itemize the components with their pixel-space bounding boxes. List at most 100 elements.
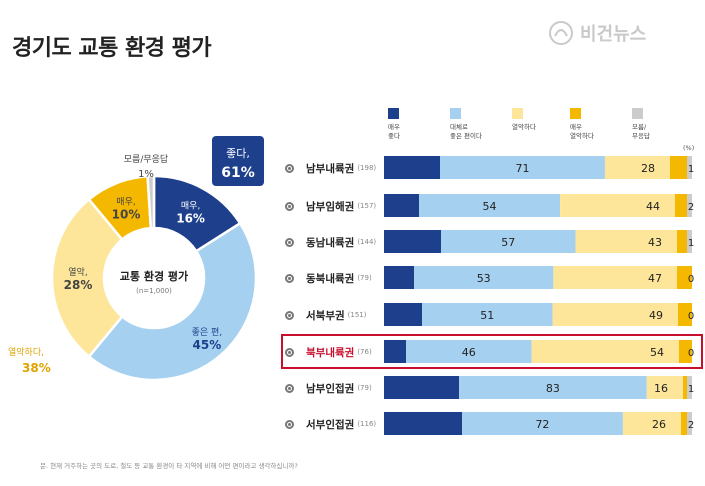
bar-segment-dk bbox=[687, 194, 692, 217]
bar-segment-very-weak bbox=[675, 194, 687, 217]
slice-label: 좋은 편, bbox=[192, 326, 223, 338]
bar-label-weak: 28 bbox=[641, 162, 655, 175]
bullet-icon bbox=[285, 201, 294, 211]
bar-segment-weak bbox=[553, 266, 677, 289]
bullet-icon bbox=[285, 419, 294, 429]
bar-segment-very-weak bbox=[678, 303, 692, 326]
category-label: 북부내륙권 bbox=[306, 346, 355, 359]
bar-label-dk: 1 bbox=[688, 164, 694, 175]
legend-label: 모름/ 무응답 bbox=[632, 123, 650, 140]
bar-segment-weak bbox=[604, 156, 670, 179]
bar-label-good: 83 bbox=[546, 382, 560, 395]
unit-label: (%) bbox=[683, 144, 695, 152]
bar-label-weak: 49 bbox=[649, 309, 663, 322]
bar-segment-very-good bbox=[384, 340, 406, 363]
row-label-서북부권: 서북부권 (151) bbox=[285, 300, 366, 330]
bar-label-dk: 0 bbox=[688, 348, 694, 359]
sample-size: (79) bbox=[357, 384, 372, 392]
legend-label: 대체로 좋은 편이다 bbox=[450, 123, 482, 140]
bar-segment-very-weak bbox=[683, 376, 687, 399]
row-label-남부내륙권: 남부내륙권 (198) bbox=[285, 153, 376, 183]
bar-segment-good bbox=[422, 303, 553, 326]
bar-label-weak: 26 bbox=[652, 418, 666, 431]
page-title: 경기도 교통 환경 평가 bbox=[12, 36, 212, 61]
slice-value: 10% bbox=[112, 207, 141, 221]
slice-good bbox=[87, 221, 258, 382]
group-label-weak: 열악하다, bbox=[8, 346, 44, 358]
group-value-weak: 38% bbox=[22, 361, 51, 375]
bullet-icon bbox=[285, 237, 294, 247]
bar-label-dk: 2 bbox=[688, 420, 694, 431]
bar-segment-very-good bbox=[384, 303, 422, 326]
bar-segment-very-good bbox=[384, 230, 441, 253]
bullet-icon bbox=[285, 347, 294, 357]
bar-segment-very-weak bbox=[677, 266, 692, 289]
bar-label-weak: 54 bbox=[650, 346, 664, 359]
bar-segment-very-weak bbox=[679, 340, 692, 363]
slice-value: 45% bbox=[193, 338, 222, 352]
sample-size: (116) bbox=[357, 420, 377, 428]
bar-segment-weak bbox=[646, 376, 683, 399]
category-label: 서북부권 bbox=[306, 309, 345, 322]
legend-label: 매우 좋다 bbox=[388, 123, 400, 140]
slice-label: 열악, bbox=[68, 266, 87, 278]
bar-segment-good bbox=[459, 376, 647, 399]
bar-segment-dk bbox=[687, 230, 692, 253]
slice-label: 매우, bbox=[116, 196, 135, 207]
group-label-good: 좋다, bbox=[226, 147, 250, 160]
slice-value: 16% bbox=[176, 211, 205, 225]
bar-segment-weak bbox=[622, 412, 681, 435]
legend-swatch bbox=[570, 108, 581, 119]
category-label: 남부인접권 bbox=[306, 382, 355, 395]
bar-segment-good bbox=[441, 230, 576, 253]
legend-label: 열악하다 bbox=[512, 123, 536, 131]
watermark: 비건뉴스 bbox=[548, 20, 646, 46]
sample-size: (198) bbox=[357, 164, 377, 172]
group-value-good: 61% bbox=[221, 165, 255, 181]
bar-segment-dk bbox=[687, 412, 692, 435]
bar-segment-good bbox=[414, 266, 554, 289]
legend-item-very-good: 매우 좋다 bbox=[388, 108, 400, 141]
legend-swatch bbox=[632, 108, 643, 119]
bar-label-dk: 2 bbox=[688, 202, 694, 213]
legend-swatch bbox=[450, 108, 461, 119]
bar-segment-very-good bbox=[384, 376, 459, 399]
bar-label-good: 57 bbox=[501, 236, 515, 249]
bar-segment-very-weak bbox=[670, 156, 687, 179]
bar-label-weak: 43 bbox=[648, 236, 662, 249]
bar-segment-good bbox=[406, 340, 532, 363]
bar-segment-dk bbox=[687, 156, 692, 179]
watermark-text: 비건뉴스 bbox=[580, 24, 647, 45]
donut-title: 교통 환경 평가 bbox=[120, 269, 188, 283]
bar-segment-good bbox=[440, 156, 605, 179]
bar-label-good: 53 bbox=[477, 272, 491, 285]
bar-label-good: 46 bbox=[462, 346, 476, 359]
bar-segment-weak bbox=[531, 340, 679, 363]
slice-label-dk: 모름/무응답 bbox=[124, 153, 168, 165]
sample-size: (157) bbox=[357, 202, 377, 210]
legend-item-dk: 모름/ 무응답 bbox=[632, 108, 650, 141]
bullet-icon bbox=[285, 383, 294, 393]
category-label: 동남내륙권 bbox=[306, 236, 355, 249]
sample-size: (144) bbox=[357, 238, 377, 246]
bar-segment-very-good bbox=[384, 412, 462, 435]
category-label: 서부인접권 bbox=[306, 418, 355, 431]
legend-item-good: 대체로 좋은 편이다 bbox=[450, 108, 482, 141]
bar-label-weak: 44 bbox=[646, 200, 660, 213]
highlight-box bbox=[281, 334, 703, 369]
bar-label-good: 71 bbox=[515, 162, 529, 175]
donut-subtitle: (n=1,000) bbox=[136, 287, 172, 295]
sample-size: (79) bbox=[357, 274, 372, 282]
legend-item-very-weak: 매우 열악하다 bbox=[570, 108, 594, 141]
bar-label-good: 51 bbox=[480, 309, 494, 322]
category-label: 동북내륙권 bbox=[306, 272, 355, 285]
legend-item-weak: 열악하다 bbox=[512, 108, 536, 132]
bar-segment-very-good bbox=[384, 266, 414, 289]
footnote: 문. 현재 거주하는 곳의 도로, 철도 등 교통 환경이 타 지역에 비해 어… bbox=[40, 462, 298, 470]
bullet-icon bbox=[285, 273, 294, 283]
bar-label-dk: 0 bbox=[688, 311, 694, 322]
bar-label-dk: 0 bbox=[688, 274, 694, 285]
sample-size: (151) bbox=[347, 311, 367, 319]
bar-segment-very-good bbox=[384, 156, 440, 179]
